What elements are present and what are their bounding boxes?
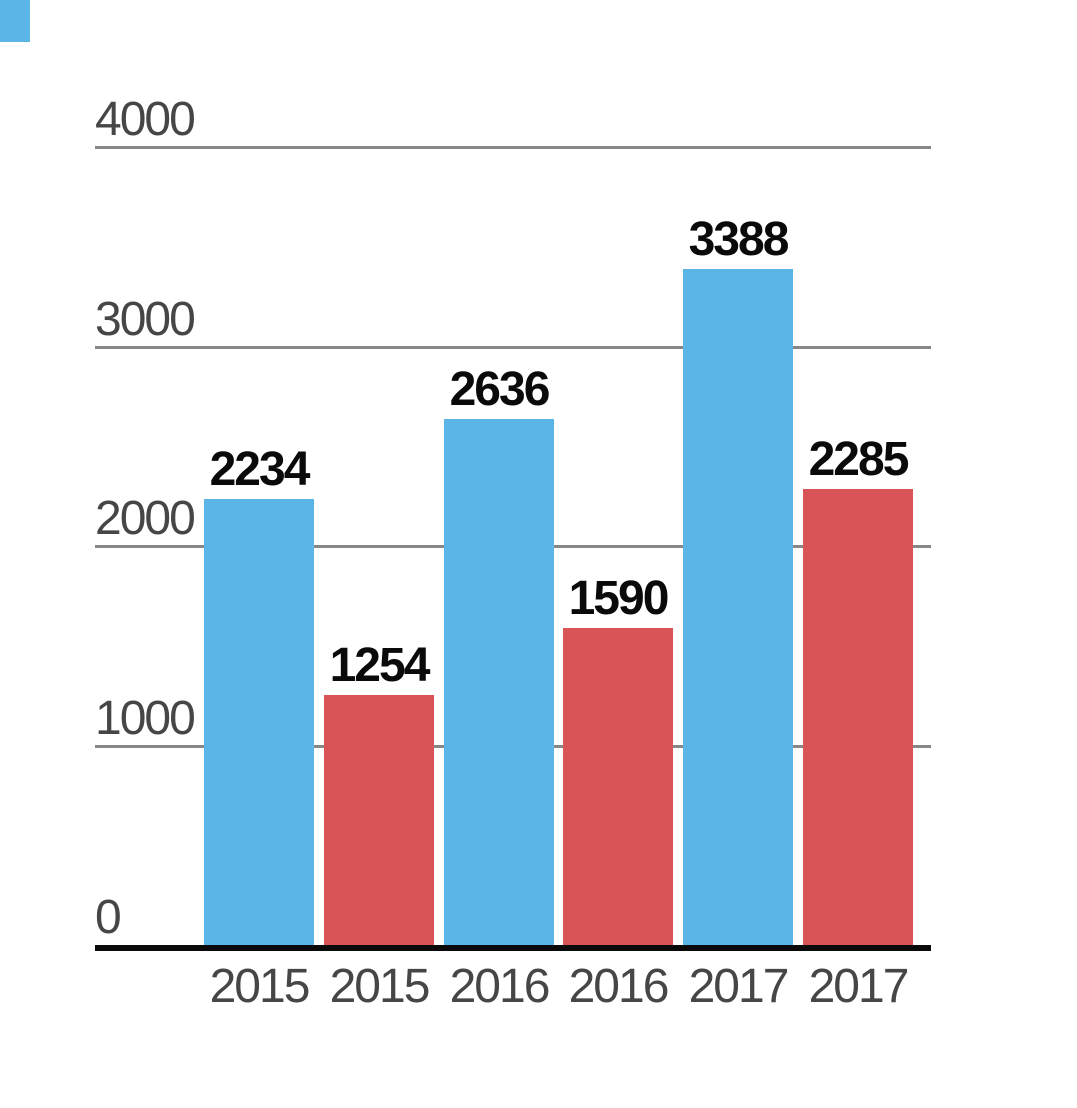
bar-value-label: 2234	[209, 443, 311, 496]
bar-value-label: 2636	[449, 363, 551, 416]
gridline	[95, 346, 931, 349]
x-axis-tick-label: 2016	[568, 960, 670, 1013]
bar	[683, 269, 793, 945]
x-axis-baseline	[95, 945, 931, 951]
x-axis-tick-label: 2015	[329, 960, 431, 1013]
y-axis-tick-label: 0	[95, 891, 122, 944]
bar-value-label: 1254	[329, 639, 431, 692]
x-axis-tick-label: 2017	[808, 960, 910, 1013]
y-axis-tick-label: 2000	[95, 492, 196, 545]
corner-accent-square	[0, 0, 30, 42]
bar	[324, 695, 434, 945]
bar	[803, 489, 913, 945]
x-axis-tick-label: 2017	[688, 960, 790, 1013]
bar-value-label: 2285	[808, 433, 910, 486]
x-axis-tick-label: 2015	[209, 960, 311, 1013]
gridline	[95, 146, 931, 149]
bar	[444, 419, 554, 945]
x-axis-tick-label: 2016	[449, 960, 551, 1013]
y-axis-tick-label: 1000	[95, 692, 196, 745]
y-axis-tick-label: 3000	[95, 293, 196, 346]
bar	[563, 628, 673, 945]
bar-value-label: 1590	[568, 572, 670, 625]
bar	[204, 499, 314, 945]
y-axis-tick-label: 4000	[95, 93, 196, 146]
bar-value-label: 3388	[688, 213, 790, 266]
